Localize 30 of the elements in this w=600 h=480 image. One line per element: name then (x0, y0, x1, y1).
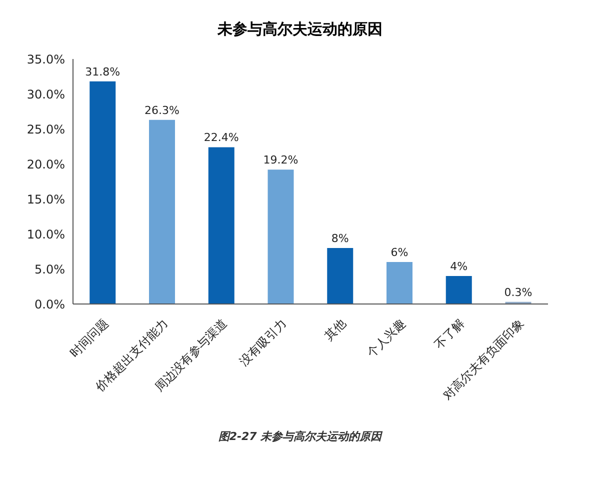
y-tick-label: 10.0% (26, 227, 65, 242)
bar (327, 248, 354, 304)
data-label: 8% (331, 232, 349, 245)
y-tick-label: 20.0% (26, 157, 65, 172)
data-label: 26.3% (144, 104, 180, 117)
y-tick-label: 25.0% (26, 122, 65, 136)
y-tick-label: 30.0% (26, 87, 65, 102)
y-tick-label: 15.0% (26, 192, 65, 206)
data-label: 19.2% (263, 154, 298, 167)
data-label: 0.3% (504, 286, 532, 299)
x-tick-label: 时间问题 (67, 316, 112, 360)
x-tick-label: 没有吸引力 (236, 316, 290, 369)
data-label: 31.8% (85, 65, 120, 78)
bar (268, 170, 294, 304)
caption: 图2-27 未参与高尔夫运动的原因 (217, 429, 384, 444)
data-label: 22.4% (204, 131, 239, 144)
chart-title: 未参与高尔夫运动的原因 (216, 20, 384, 39)
bar (149, 120, 175, 304)
data-label: 4% (450, 260, 468, 273)
bar (386, 262, 412, 304)
y-tick-label: 5.0% (34, 262, 65, 276)
bar (90, 81, 116, 304)
y-tick-label: 35.0% (26, 52, 65, 66)
x-tick-label: 其他 (322, 316, 349, 344)
data-label: 6% (390, 246, 408, 259)
bar (446, 276, 472, 304)
x-tick-label: 不了解 (432, 316, 468, 352)
y-tick-label: 0.0% (34, 297, 65, 312)
bar (208, 147, 234, 304)
x-tick-label: 个人兴趣 (364, 316, 408, 360)
